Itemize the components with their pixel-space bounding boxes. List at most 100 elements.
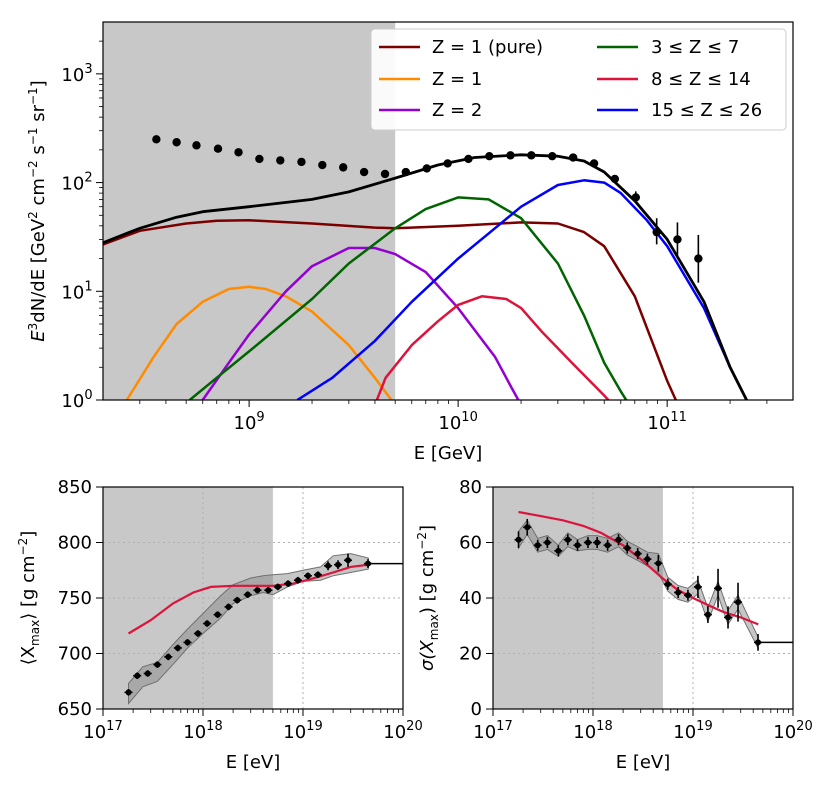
xmax-data-point (204, 620, 211, 627)
sigma-y-tick-label: 60 (459, 533, 482, 554)
spectrum-x-tick-label: 1010 (438, 410, 477, 434)
spectrum-ylabel-s: s (28, 145, 49, 160)
sigma-x-tick-label: 1020 (773, 719, 812, 743)
xmax-data-point (244, 591, 251, 598)
spectrum-data-point (443, 159, 452, 168)
xmax-data-point (154, 661, 161, 668)
spectrum-ylabel-sup3: −2 (26, 160, 40, 178)
sigma-data-point (644, 556, 651, 563)
sigma-ylabel-pre: σ(X (417, 640, 438, 671)
xmax-data-point (174, 644, 181, 651)
spectrum-y-ticks: 100 101 102 103 (61, 40, 103, 412)
xmax-data-point (144, 670, 151, 677)
spectrum-data-point (506, 151, 515, 160)
sigma-ylabel-sup: −2 (415, 532, 429, 550)
xmax-x-tick-label: 1018 (183, 719, 222, 743)
legend-entry-z15-26: 15 ≤ Z ≤ 26 (597, 100, 762, 121)
spectrum-panel: 109 1010 1011 100 101 102 103 E [GeV] E3dN/dE… (26, 21, 794, 464)
legend-label-z15-26: 15 ≤ Z ≤ 26 (651, 100, 762, 121)
xmax-ylabel-sup: −2 (16, 538, 30, 556)
spectrum-data-point (485, 151, 494, 161)
xmax-data-point (234, 597, 241, 604)
legend-label-z2: Z = 2 (432, 100, 482, 121)
xmax-data-point (285, 580, 292, 587)
xmax-ylabel-post: ⟩ [g cm (18, 555, 39, 619)
legend-frame (370, 28, 787, 131)
sigma-data-point (715, 585, 722, 592)
sigma-data-point (615, 536, 622, 543)
sigma-data-point (704, 611, 711, 618)
spectrum-series-line-1 (125, 285, 394, 400)
xmax-data-point (304, 572, 311, 579)
spectrum-data-point (401, 167, 411, 177)
xmax-model-line (127, 563, 369, 635)
xmax-model-curve (127, 563, 369, 635)
sigma-x-tick-label: 1018 (573, 719, 612, 743)
spectrum-series-line-4 (375, 295, 611, 400)
sigma-y-ticks: 0 20 40 60 80 (459, 477, 493, 720)
spectrum-data-point (589, 159, 599, 168)
spectrum-data-point (192, 141, 201, 150)
spectrum-legend: Z = 1 (pure) Z = 1 Z = 2 3 ≤ Z ≤ 7 8 ≤ Z… (370, 28, 787, 131)
sigma-data-point (694, 583, 701, 590)
sigma-data-point (624, 545, 631, 552)
spectrum-series-line-2 (201, 246, 520, 400)
legend-label-z8-14: 8 ≤ Z ≤ 14 (651, 69, 751, 90)
spectrum-data-point (464, 154, 473, 164)
spectrum-series-line-6 (103, 153, 748, 400)
spectrum-data-point (339, 163, 348, 172)
sigma-data-point (725, 614, 732, 621)
sigma-data-point (574, 542, 581, 549)
spectrum-data-point (213, 144, 223, 153)
xmax-y-tick-label: 800 (58, 533, 92, 554)
sigma-y-tick-label: 40 (459, 588, 482, 609)
spectrum-data-point (152, 135, 161, 144)
spectrum-ylabel-mid: dN/dE [GeV (28, 218, 49, 323)
spectrum-data-point (234, 148, 243, 157)
legend-entry-z8-14: 8 ≤ Z ≤ 14 (597, 69, 751, 90)
xmax-y-ticks: 650 700 750 800 850 (58, 477, 103, 720)
xmax-data-point (325, 562, 332, 569)
spectrum-ylabel-sr: sr (28, 104, 49, 127)
xmax-data-point (314, 571, 321, 578)
xmax-x-tick-label: 1020 (383, 719, 422, 743)
sigma-data-point (555, 547, 562, 554)
sigma-data-point (655, 560, 662, 567)
xmax-gridlines (103, 487, 403, 709)
spectrum-shaded-region (103, 22, 396, 400)
sigma-data-point (634, 550, 641, 557)
xmax-data-point (294, 577, 301, 584)
xmax-ylabel-sub: max (28, 620, 42, 646)
spectrum-data-point (318, 160, 327, 170)
spectrum-ylabel-cm: cm (28, 178, 49, 211)
spectrum-data-point (631, 193, 641, 202)
xmax-data-point (254, 587, 261, 594)
sigma-ylabel-end: ] (417, 525, 438, 532)
sigma-ylabel-post: ) [g cm (417, 550, 438, 614)
sigma-data-point (544, 539, 551, 546)
legend-label-z1-pure: Z = 1 (pure) (432, 37, 543, 58)
spectrum-y-tick-label: 102 (61, 171, 92, 195)
xmax-data-points (124, 553, 373, 696)
xmax-data-point (225, 603, 232, 610)
spectrum-ylabel-sup4: −1 (26, 128, 40, 146)
xmax-y-tick-label: 750 (58, 588, 92, 609)
sigma-y-tick-label: 80 (459, 477, 482, 498)
spectrum-x-axis-label: E [GeV] (414, 443, 482, 464)
xmax-data-point (184, 639, 191, 646)
sigma-data-point (515, 536, 522, 543)
xmax-y-tick-label: 700 (58, 644, 92, 665)
sigma-y-tick-label: 20 (459, 644, 482, 665)
sigma-x-tick-label: 1019 (673, 719, 712, 743)
sigma-x-tick-label: 1017 (473, 719, 512, 743)
xmax-data-point (335, 561, 342, 568)
sigma-data-point (534, 542, 541, 549)
sigma-model-line (518, 510, 759, 626)
spectrum-series-line-3 (188, 196, 628, 400)
spectrum-data-point (255, 154, 264, 164)
spectrum-data-point (422, 164, 431, 173)
xmax-data-point (345, 557, 352, 564)
xmax-x-tick-label: 1017 (83, 719, 122, 743)
spectrum-ylabel-sup2: 2 (26, 211, 40, 219)
